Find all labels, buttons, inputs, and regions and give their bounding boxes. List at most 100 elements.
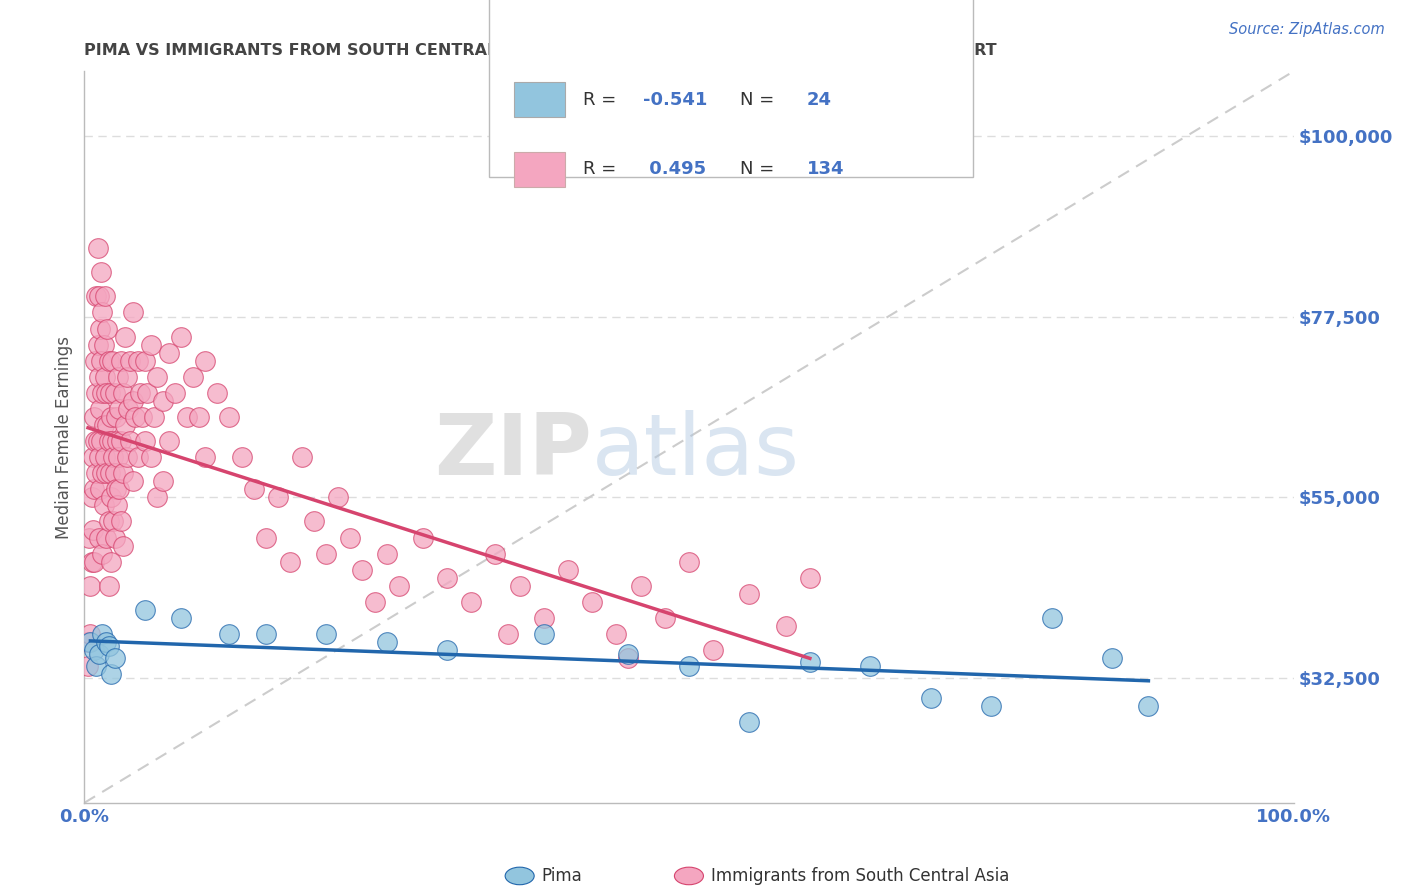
Point: [124, 409, 146, 424]
Text: Source: ZipAtlas.com: Source: ZipAtlas.com: [1229, 22, 1385, 37]
Point: [194, 353, 217, 368]
Point: [157, 345, 180, 359]
Point: [112, 467, 135, 481]
Point: [291, 450, 314, 465]
Point: [533, 611, 555, 625]
Point: [104, 531, 127, 545]
Circle shape: [505, 867, 534, 885]
Point: [436, 643, 458, 657]
Text: R =: R =: [583, 91, 621, 109]
Point: [94, 467, 117, 481]
Point: [218, 409, 240, 424]
Point: [90, 434, 112, 449]
Point: [114, 329, 136, 343]
Point: [97, 353, 120, 368]
Point: [170, 329, 193, 343]
Point: [678, 659, 700, 673]
Text: 0.495: 0.495: [644, 161, 706, 178]
Point: [134, 434, 156, 449]
Point: [302, 515, 325, 529]
Point: [157, 434, 180, 449]
Point: [315, 627, 337, 641]
Point: [94, 531, 117, 545]
Point: [115, 369, 138, 384]
Point: [84, 353, 107, 368]
Point: [1040, 611, 1063, 625]
Point: [94, 450, 117, 465]
Point: [110, 515, 132, 529]
Point: [170, 611, 193, 625]
Point: [90, 265, 112, 279]
Point: [86, 289, 108, 303]
Point: [101, 353, 124, 368]
Point: [315, 547, 337, 561]
Point: [90, 353, 112, 368]
Point: [83, 555, 105, 569]
Point: [103, 515, 125, 529]
Point: [86, 337, 108, 351]
Point: [738, 715, 761, 730]
Text: Immigrants from South Central Asia: Immigrants from South Central Asia: [710, 867, 1010, 885]
Point: [557, 563, 579, 577]
Point: [254, 627, 277, 641]
Point: [97, 639, 120, 653]
Point: [129, 385, 152, 400]
Point: [82, 450, 104, 465]
Point: [152, 475, 174, 489]
Point: [484, 547, 506, 561]
Point: [91, 627, 114, 641]
Point: [134, 353, 156, 368]
Point: [98, 467, 121, 481]
Point: [188, 409, 211, 424]
Point: [134, 603, 156, 617]
Point: [112, 385, 135, 400]
Point: [352, 563, 374, 577]
Point: [104, 483, 127, 497]
Point: [581, 595, 603, 609]
Point: [267, 491, 290, 505]
Point: [105, 499, 128, 513]
Point: [152, 393, 174, 408]
Point: [77, 659, 100, 673]
Point: [143, 409, 166, 424]
Point: [242, 483, 264, 497]
Text: N =: N =: [740, 91, 780, 109]
Point: [105, 434, 128, 449]
Point: [96, 321, 118, 335]
FancyBboxPatch shape: [489, 0, 973, 178]
Point: [146, 369, 169, 384]
Text: 24: 24: [807, 91, 831, 109]
Point: [97, 434, 120, 449]
Point: [93, 417, 115, 432]
Point: [121, 475, 143, 489]
Point: [702, 643, 724, 657]
Circle shape: [675, 867, 703, 885]
Point: [87, 289, 110, 303]
Point: [108, 401, 131, 416]
Point: [94, 369, 117, 384]
Point: [83, 483, 105, 497]
Point: [799, 571, 821, 585]
Point: [93, 499, 115, 513]
Point: [110, 353, 132, 368]
Point: [86, 385, 108, 400]
Point: [176, 409, 198, 424]
Point: [89, 401, 111, 416]
Point: [79, 579, 101, 593]
Text: N =: N =: [740, 161, 780, 178]
Point: [77, 635, 100, 649]
Point: [89, 483, 111, 497]
Point: [654, 611, 676, 625]
Point: [80, 555, 103, 569]
FancyBboxPatch shape: [513, 82, 565, 118]
Point: [605, 627, 627, 641]
Point: [80, 491, 103, 505]
Text: atlas: atlas: [592, 410, 800, 493]
Point: [83, 643, 105, 657]
Point: [121, 393, 143, 408]
Point: [94, 635, 117, 649]
Point: [115, 450, 138, 465]
Point: [94, 289, 117, 303]
Point: [254, 531, 277, 545]
Point: [799, 655, 821, 669]
